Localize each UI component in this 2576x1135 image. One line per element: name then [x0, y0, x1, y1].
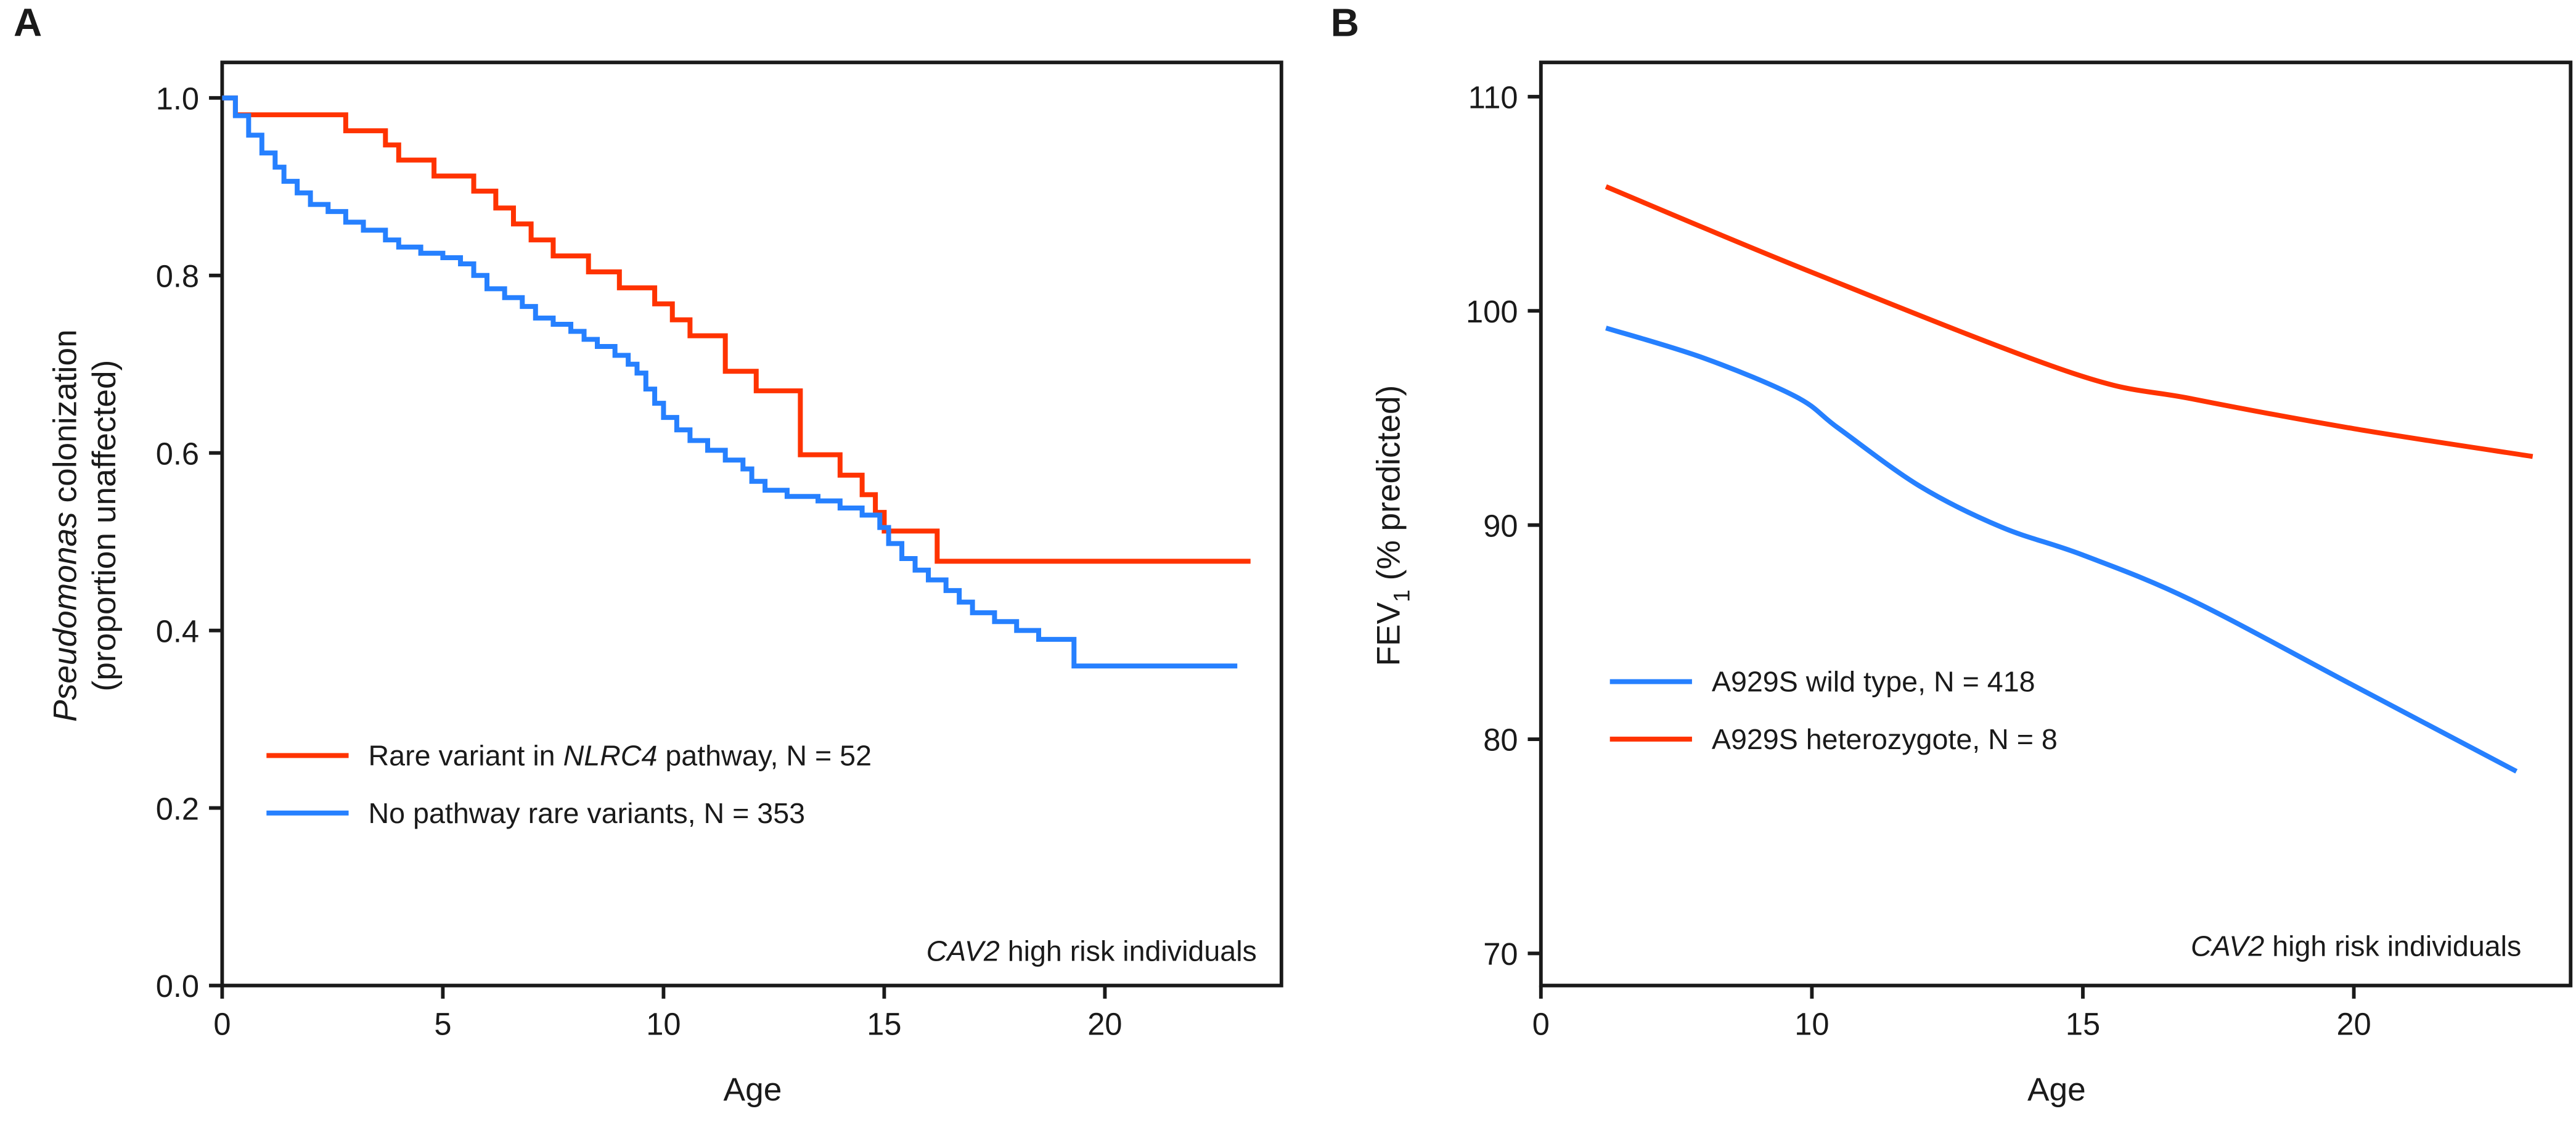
panel-a-y-axis-label-line2: (proportion unaffected) — [86, 360, 123, 692]
panel-b-x-axis-label: Age — [2027, 1071, 2086, 1108]
y-tick-label: 100 — [1466, 294, 1518, 329]
panel-b-label: B — [1331, 1, 1359, 45]
panel-a-annotation: CAV2 high risk individuals — [926, 935, 1257, 967]
legend-post: pathway, N = 52 — [657, 740, 872, 772]
legend-pre: Rare variant in — [369, 740, 563, 772]
y-tick-label: 0.2 — [156, 791, 199, 826]
panel-a-x-axis-label: Age — [724, 1071, 782, 1108]
x-tick-label: 15 — [2066, 1006, 2100, 1041]
y-tick-label: 0.0 — [156, 969, 199, 1004]
x-tick-label: 15 — [867, 1006, 901, 1041]
panel-a-label: A — [14, 1, 42, 45]
annotation-italic: CAV2 — [2191, 930, 2264, 962]
panel-a-legend: Rare variant in NLRC4 pathway, N = 52 No… — [266, 740, 872, 829]
y-tick-label: 110 — [1468, 80, 1518, 115]
x-tick-label: 0 — [213, 1006, 231, 1041]
x-tick-label: 10 — [1794, 1006, 1829, 1041]
annotation-italic: CAV2 — [926, 935, 1000, 967]
y-label-sub: 1 — [1389, 589, 1415, 602]
x-tick-label: 5 — [434, 1006, 451, 1041]
y-tick-label: 0.8 — [156, 258, 199, 293]
annotation-rest: high risk individuals — [1000, 935, 1257, 967]
y-label-pre: FEV — [1371, 602, 1407, 666]
x-tick-label: 0 — [1532, 1006, 1550, 1041]
panel-a-y-axis-label: Pseudomonas colonization — [47, 329, 83, 722]
x-tick-label: 20 — [1087, 1006, 1122, 1041]
series-line-0 — [1605, 326, 2518, 774]
y-label-italic: Pseudomonas — [47, 512, 83, 722]
legend-label-heterozygote: A929S heterozygote, N = 8 — [1712, 723, 2058, 755]
y-tick-label: 0.4 — [156, 613, 199, 649]
panel-b-annotation: CAV2 high risk individuals — [2191, 930, 2521, 962]
panel-b-y-axis-label: FEV1 (% predicted) — [1371, 385, 1415, 666]
panel-a: A Age Pseudomonas colonization (proporti… — [14, 1, 1283, 1108]
y-tick-label: 0.6 — [156, 436, 199, 471]
series-line-1 — [1605, 184, 2533, 459]
legend-label-rare-variant: Rare variant in NLRC4 pathway, N = 52 — [369, 740, 872, 772]
series-line-0 — [222, 95, 1251, 564]
panel-b: B Age FEV1 (% predicted) CAV2 high risk … — [1331, 1, 2573, 1108]
y-label-rest: colonization — [47, 329, 83, 512]
x-tick-label: 20 — [2336, 1006, 2371, 1041]
x-tick-label: 10 — [646, 1006, 681, 1041]
y-tick-label: 90 — [1483, 508, 1518, 543]
y-tick-label: 80 — [1483, 723, 1518, 758]
series-line-1 — [222, 95, 1238, 669]
plot-frame — [1539, 60, 2573, 988]
panel-b-legend: A929S wild type, N = 418 A929S heterozyg… — [1609, 666, 2058, 755]
legend-label-wild-type: A929S wild type, N = 418 — [1712, 666, 2035, 698]
annotation-rest: high risk individuals — [2264, 930, 2521, 962]
plot-frame — [220, 60, 1283, 988]
y-label-post: (% predicted) — [1371, 385, 1407, 590]
y-tick-label: 1.0 — [156, 81, 199, 116]
y-tick-label: 70 — [1483, 936, 1518, 972]
legend-italic: NLRC4 — [563, 740, 658, 772]
legend-label-no-variant: No pathway rare variants, N = 353 — [369, 797, 806, 829]
